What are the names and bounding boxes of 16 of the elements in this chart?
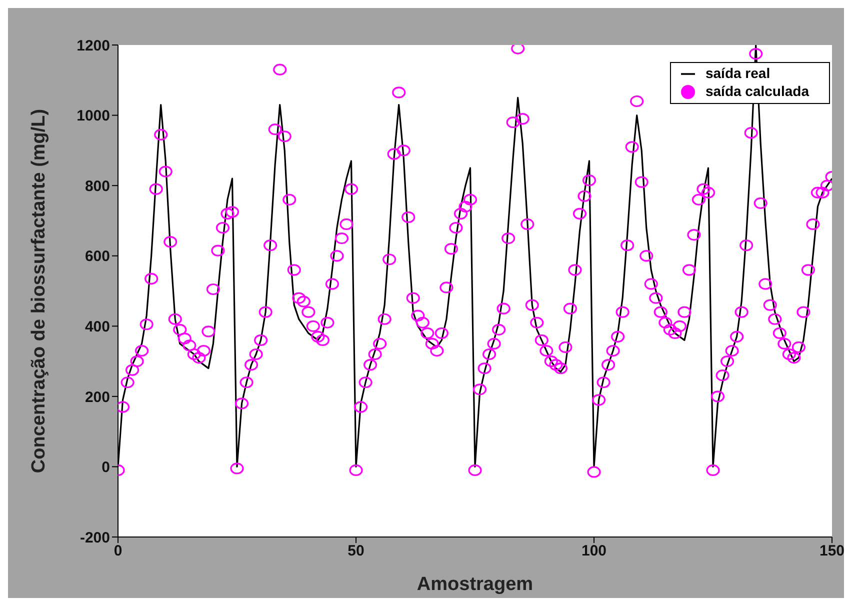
- x-tick-label: 100: [581, 542, 607, 560]
- y-tick-label: 200: [84, 388, 110, 406]
- y-tick-label: 400: [84, 318, 110, 336]
- legend-label: saída real: [705, 65, 770, 81]
- y-tick-label: 600: [84, 248, 110, 266]
- x-tick-label: 0: [114, 542, 122, 560]
- y-axis-title: Concentração de biossurfactante (mg/L): [28, 108, 50, 474]
- legend-label: saída calculada: [705, 83, 809, 99]
- x-axis-title: Amostragem: [416, 574, 534, 595]
- y-tick-label: -200: [80, 529, 110, 546]
- y-tick-label: 0: [102, 459, 110, 476]
- y-tick-label: 1200: [76, 37, 110, 54]
- x-tick-label: 50: [348, 542, 364, 560]
- y-tick-label: 1000: [76, 108, 110, 125]
- x-tick-label: 150: [819, 542, 845, 560]
- y-tick-label: 800: [84, 178, 110, 195]
